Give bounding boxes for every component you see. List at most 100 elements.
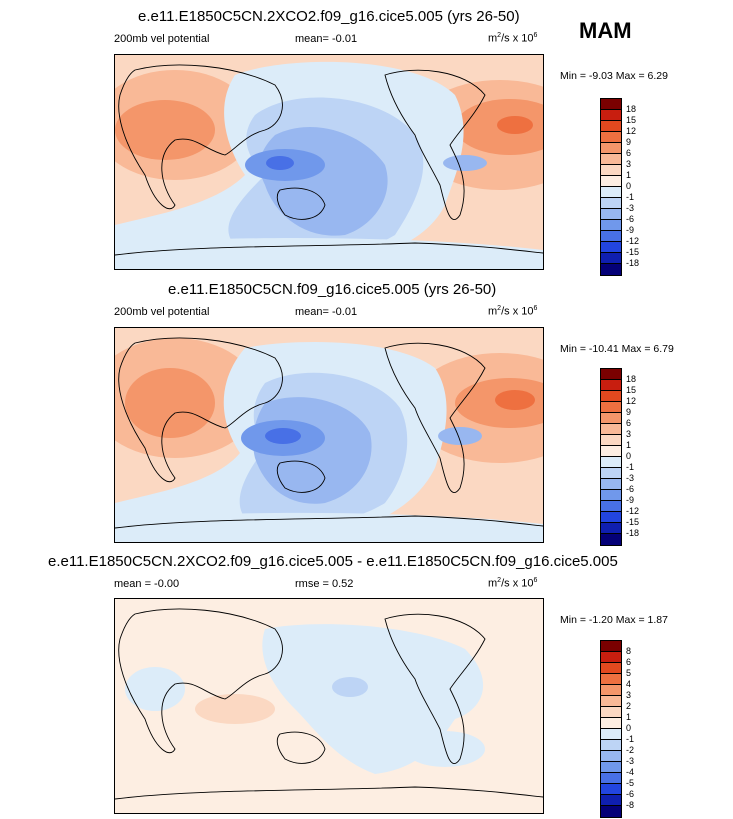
colorbar-tick-label: -6 [626, 789, 635, 799]
coastlines [115, 608, 543, 800]
colorbar-tick-label: 2 [626, 701, 632, 711]
colorbar-tick-label: 0 [626, 181, 632, 191]
panel-3-units: m2/s x 106 [488, 577, 538, 590]
colorbar-swatch [601, 391, 621, 402]
colorbar-tick-label: 0 [626, 723, 632, 733]
panel-3-rmse: rmse = 0.52 [295, 578, 354, 590]
panel-1-map [114, 54, 544, 270]
colorbar-tick-label: 1 [626, 170, 632, 180]
colorbar-swatch [601, 806, 621, 817]
panel-3-mean: mean = -0.00 [114, 578, 180, 590]
colorbar-tick-label: -12 [626, 236, 640, 246]
panel-2-colorbar [600, 368, 622, 546]
colorbar-swatch [601, 740, 621, 751]
colorbar-swatch [601, 696, 621, 707]
warm-pool-core [266, 156, 294, 170]
colorbar-tick-label: 12 [626, 126, 637, 136]
colorbar-swatch [601, 154, 621, 165]
colorbar-tick-label: -15 [626, 247, 640, 257]
panel-3-minmax: Min = -1.20 Max = 1.87 [560, 614, 668, 626]
panel-1-units: m2/s x 106 [488, 32, 538, 45]
eurasia-africa-coast [118, 337, 283, 483]
panel-1-title: e.e11.E1850C5CN.2XCO2.f09_g16.cice5.005 … [138, 8, 520, 25]
colorbar-tick-label: -9 [626, 225, 635, 235]
colorbar-tick-label: -3 [626, 473, 635, 483]
colorbar-swatch [601, 523, 621, 534]
coastlines [115, 337, 543, 529]
panel-1-contour-field [115, 55, 543, 269]
colorbar-tick-label: -6 [626, 214, 635, 224]
colorbar-swatch [601, 99, 621, 110]
colorbar-tick-label: -18 [626, 258, 640, 268]
colorbar-tick-label: -12 [626, 506, 640, 516]
atlantic-positive-peak [497, 116, 533, 134]
colorbar-swatch [601, 231, 621, 242]
colorbar-tick-label: 18 [626, 104, 637, 114]
colorbar-tick-label: 3 [626, 159, 632, 169]
colorbar-tick-label: -3 [626, 203, 635, 213]
colorbar-swatch [601, 198, 621, 209]
colorbar-tick-label: 18 [626, 374, 637, 384]
colorbar-tick-label: -15 [626, 517, 640, 527]
colorbar-swatch [601, 132, 621, 143]
colorbar-tick-label: -1 [626, 192, 635, 202]
colorbar-swatch [601, 165, 621, 176]
colorbar-swatch [601, 729, 621, 740]
colorbar-swatch [601, 490, 621, 501]
colorbar-tick-label: -8 [626, 800, 635, 810]
colorbar-swatch [601, 402, 621, 413]
central-pacific-negative [332, 677, 368, 697]
africa-positive-core [115, 100, 215, 160]
colorbar-tick-label: 3 [626, 690, 632, 700]
panel-2-units: m2/s x 106 [488, 305, 538, 318]
panel-3-map [114, 598, 544, 814]
panel-2-title: e.e11.E1850C5CN.f09_g16.cice5.005 (yrs 2… [168, 281, 497, 298]
colorbar-swatch [601, 380, 621, 391]
colorbar-tick-label: 9 [626, 407, 632, 417]
panel-2-map [114, 327, 544, 543]
season-label: MAM [579, 18, 632, 43]
colorbar-tick-label: -18 [626, 528, 640, 538]
colorbar-swatch [601, 751, 621, 762]
colorbar-swatch [601, 652, 621, 663]
americas-coast [384, 69, 486, 221]
colorbar-swatch [601, 253, 621, 264]
warm-pool-core [265, 428, 301, 444]
colorbar-tick-label: 1 [626, 440, 632, 450]
colorbar-swatch [601, 209, 621, 220]
colorbar-swatch [601, 784, 621, 795]
colorbar-tick-label: 6 [626, 148, 632, 158]
panel-2-field-label: 200mb vel potential [114, 306, 210, 318]
colorbar-swatch [601, 424, 621, 435]
colorbar-swatch [601, 663, 621, 674]
antarctica-coast [115, 242, 543, 256]
colorbar-swatch [601, 468, 621, 479]
colorbar-tick-label: -1 [626, 462, 635, 472]
colorbar-tick-label: 9 [626, 137, 632, 147]
panel-1-mean: mean= -0.01 [295, 33, 358, 45]
colorbar-swatch [601, 369, 621, 380]
colorbar-swatch [601, 479, 621, 490]
colorbar-swatch [601, 707, 621, 718]
colorbar-tick-label: 3 [626, 429, 632, 439]
colorbar-swatch [601, 220, 621, 231]
colorbar-tick-label: 6 [626, 657, 632, 667]
antarctica-coast [115, 515, 543, 529]
colorbar-swatch [601, 718, 621, 729]
colorbar-tick-label: -5 [626, 778, 635, 788]
eurasia-africa-coast [118, 608, 283, 754]
panel-3-title: e.e11.E1850C5CN.2XCO2.f09_g16.cice5.005 … [48, 553, 618, 570]
colorbar-swatch [601, 264, 621, 275]
africa-positive-core [125, 368, 215, 438]
colorbar-tick-label: 1 [626, 712, 632, 722]
colorbar-swatch [601, 534, 621, 545]
panel-1-colorbar [600, 98, 622, 276]
colorbar-swatch [601, 773, 621, 784]
americas-coast [384, 342, 486, 494]
colorbar-swatch [601, 242, 621, 253]
colorbar-swatch [601, 435, 621, 446]
colorbar-swatch [601, 674, 621, 685]
colorbar-tick-label: 15 [626, 115, 637, 125]
africa-weak-negative [125, 667, 185, 711]
eurasia-africa-coast [118, 64, 283, 210]
